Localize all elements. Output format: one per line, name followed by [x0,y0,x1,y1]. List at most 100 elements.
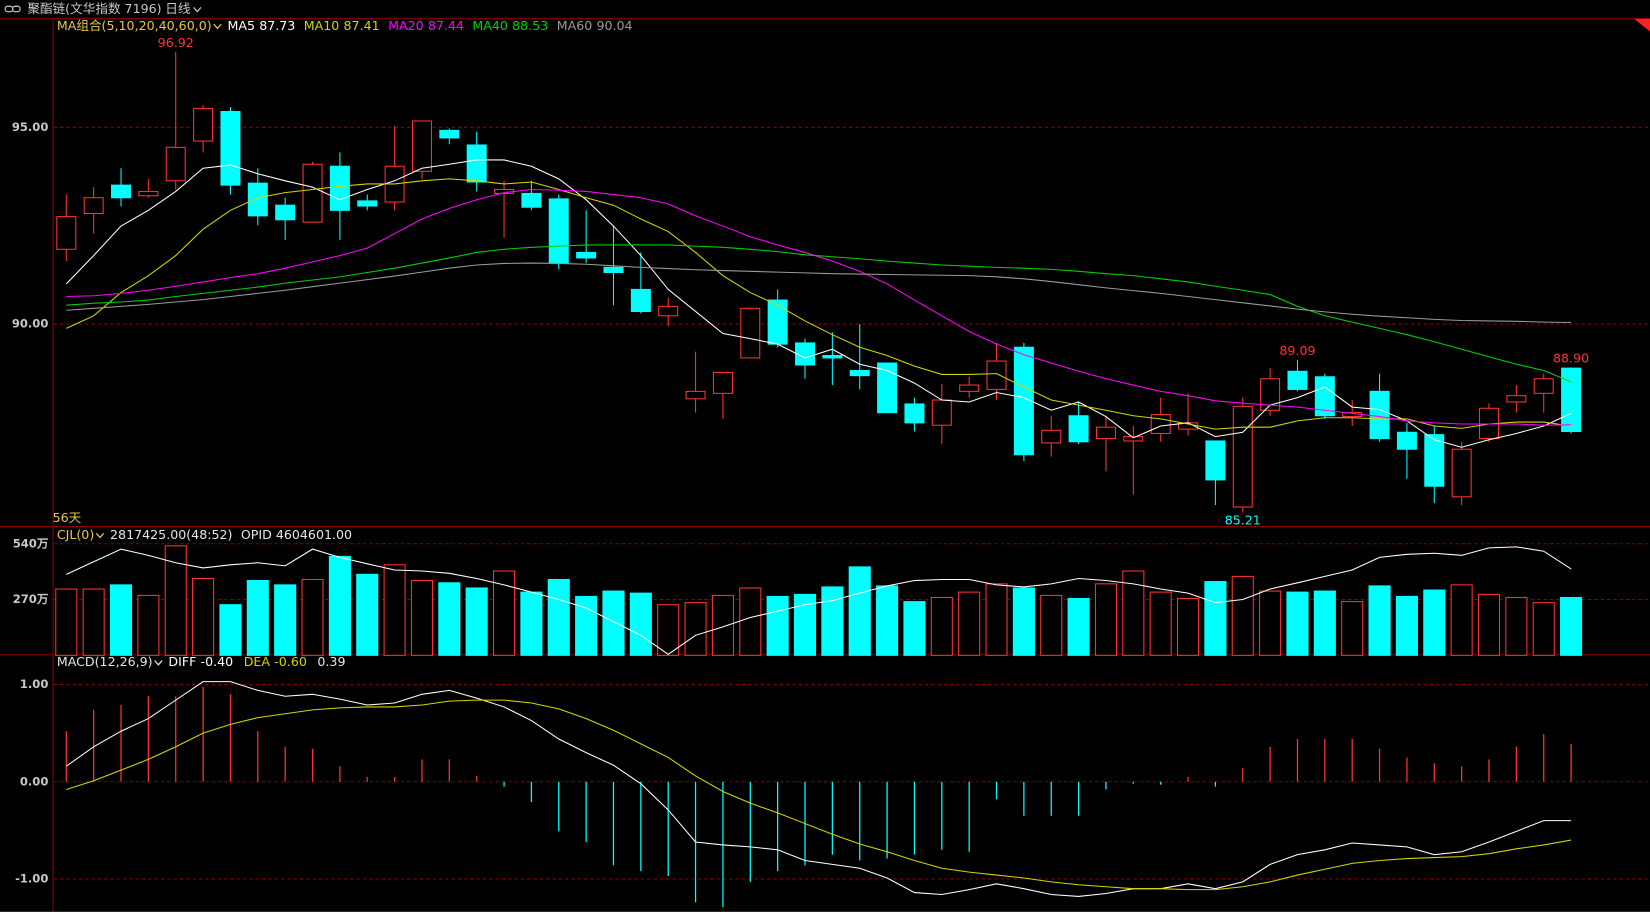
candle-body [302,163,323,223]
candle-body [56,216,77,250]
volume-bar [1122,570,1145,656]
indicator-label: CJL(0) [57,527,94,542]
legend-value: 90.04 [596,18,632,33]
legend-name: DEA [244,654,271,669]
candle-body [1041,429,1062,444]
volume-bar [137,594,160,656]
volume-bar [766,595,789,656]
candle-body [83,197,104,215]
volume-bar [1313,590,1336,656]
candle-body [959,384,980,392]
volume-bar [1505,596,1528,656]
volume-bar [55,588,78,656]
legend-value: 87.41 [344,18,380,33]
volume-bar [520,591,543,656]
candle-body [1205,440,1226,481]
candle-body [466,144,487,183]
legend-name: MA60 [557,18,593,33]
volume-bar [739,587,762,656]
dropdown-chevron [154,660,163,666]
legend-value: -0.40 [201,654,234,669]
volume-bar [493,570,516,656]
volume-bar [629,592,652,656]
volume-bar [793,593,817,656]
y-tick-label: 1.00 [20,677,49,691]
volume-bar [246,580,269,656]
candle-body [275,204,296,221]
link-icon [4,5,21,13]
legend-value: 88.53 [512,18,548,33]
volume-bar [465,587,488,656]
legend-name: MA10 [304,18,340,33]
candle-body [1506,395,1527,403]
candle-body [548,198,569,264]
legend-value: 0.39 [317,654,345,669]
volume-bar [547,578,570,656]
volume-bar [301,578,324,656]
indicator-line [66,546,1572,655]
indicator-line [66,262,1572,324]
y-tick-label: 95.00 [12,120,49,134]
high-label: 88.90 [1553,350,1589,365]
candle-body [849,369,870,377]
volume-bar [1532,602,1555,656]
indicator-line [66,244,1572,383]
high-label: 96.92 [158,35,194,50]
candle-body [1561,367,1582,433]
volume-bar [410,580,434,656]
candle-body [576,251,597,259]
volume-bar [1560,596,1583,656]
volume-bar [821,586,844,656]
indicator-line [66,699,1572,891]
candle-body [931,399,952,426]
volume-bar [1067,597,1090,656]
volume-bar [1368,585,1391,656]
volume-bar [219,604,242,656]
indicator-line [65,681,1572,897]
candle-body [1369,390,1390,440]
candle-body [795,342,816,366]
candle-body [603,266,624,274]
candle-body [1314,376,1335,417]
legend-name: MA20 [388,18,424,33]
symbol-title: 聚酯链(文华指数 7196) [27,1,161,16]
volume-bar [1477,593,1501,656]
dropdown-chevron [193,6,202,13]
volume-bar [1176,597,1200,656]
candle-body [193,107,214,142]
legend-value: -0.60 [274,654,307,669]
volume-bar [684,602,707,656]
candle-body [1013,346,1034,456]
legend-value: 87.73 [259,18,295,33]
volume-bar [328,555,351,656]
volume-bar [1040,594,1063,656]
candle-body [685,390,706,400]
volume-bar [1259,590,1282,656]
high-label: 89.09 [1279,343,1315,358]
legend-name: MA40 [472,18,508,33]
candle-body [712,371,733,394]
volume-bar [274,584,297,656]
candle-body [247,182,268,217]
legend-value: 87.44 [428,18,464,33]
candle-body [1095,426,1116,440]
candle-body [329,165,350,211]
dropdown-chevron [213,23,222,30]
y-tick-label: 0.00 [20,774,49,788]
span-label: 56天 [53,510,82,525]
candle-body [1260,378,1281,411]
volume-bar [711,594,734,656]
candle-body [411,120,432,172]
volume-bar [657,604,680,656]
candle-body [521,192,542,208]
candle-body [1451,448,1472,498]
candle-body [111,184,132,199]
candle-body [986,360,1007,390]
candle-body [220,111,241,186]
candle-body [630,288,651,312]
period-selector[interactable]: 日线 [165,1,191,16]
volume-bar [1012,587,1035,656]
